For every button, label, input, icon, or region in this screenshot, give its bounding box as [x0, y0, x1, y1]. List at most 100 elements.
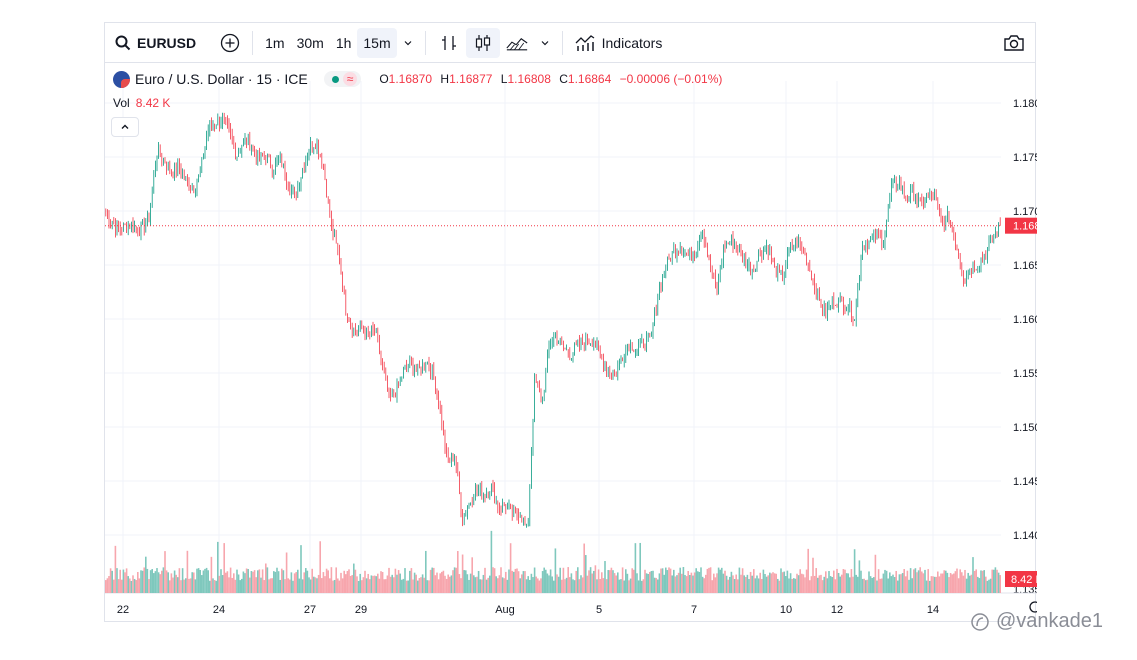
volume-bar: [137, 572, 139, 593]
volume-bar: [865, 580, 867, 593]
volume-bar: [183, 579, 185, 593]
volume-bar: [863, 578, 865, 593]
volume-bar: [965, 578, 968, 593]
collapse-legend-button[interactable]: [111, 117, 139, 137]
volume-bar: [385, 579, 387, 593]
volume-bar: [513, 571, 515, 593]
volume-bar: [577, 567, 579, 593]
volume-bar: [313, 576, 315, 593]
volume-bar: [205, 567, 208, 593]
volume-bar: [975, 569, 977, 593]
volume-bar: [394, 568, 397, 593]
divider: [561, 30, 563, 55]
volume-bar: [938, 576, 941, 593]
volume-bar: [511, 570, 513, 593]
volume-bar: [687, 571, 689, 593]
volume-bar: [644, 569, 646, 593]
volume-bar: [930, 576, 933, 593]
volume-bar: [469, 573, 472, 593]
volume-bar: [738, 567, 741, 593]
volume-bar: [548, 575, 550, 593]
interval-30m[interactable]: 30m: [296, 34, 324, 51]
compare-button[interactable]: [214, 28, 246, 58]
volume-bar: [164, 551, 166, 593]
volume-bar: [700, 567, 702, 593]
settings-icon[interactable]: [1029, 601, 1037, 613]
divider: [252, 30, 254, 55]
chevron-down-icon: [404, 40, 412, 45]
volume-bar: [261, 569, 264, 593]
indicators-button[interactable]: Indicators: [569, 28, 669, 58]
volume-bar: [591, 573, 593, 593]
volume-bar: [292, 580, 294, 593]
volume-bar: [442, 570, 445, 593]
volume-bar: [165, 570, 168, 593]
candles-button[interactable]: [465, 27, 500, 58]
interval-dropdown-button[interactable]: [397, 28, 419, 58]
volume-bar: [607, 570, 609, 593]
volume-bar: [497, 578, 499, 593]
market-status-pill[interactable]: ≈: [323, 71, 362, 87]
volume-bar: [540, 578, 542, 593]
volume-bar: [713, 573, 715, 593]
chart-style-dropdown-button[interactable]: [534, 28, 556, 58]
volume-bar: [756, 575, 758, 593]
volume-bar: [281, 568, 283, 593]
snapshot-button[interactable]: [997, 28, 1031, 58]
volume-bar: [917, 570, 920, 593]
volume-bar: [437, 579, 440, 593]
volume-bar: [253, 570, 256, 593]
volume-bar: [266, 567, 269, 593]
volume-bar: [429, 569, 432, 593]
volume-bar: [354, 569, 357, 593]
x-tick-label: 14: [927, 604, 939, 616]
symbol-search-button[interactable]: EURUSD: [105, 28, 202, 58]
volume-bar: [986, 580, 989, 593]
volume-bar: [301, 579, 304, 593]
volume-bar: [170, 573, 173, 593]
volume-bar: [949, 572, 952, 593]
volume-bar: [263, 580, 265, 593]
volume-bar: [757, 578, 760, 593]
volume-bar: [661, 568, 664, 593]
volume-value: 8.42 K: [135, 96, 171, 110]
volume-bar: [484, 567, 486, 593]
volume-bar: [909, 568, 912, 593]
volume-bar: [314, 577, 317, 593]
volume-bar: [317, 574, 320, 593]
volume-bar: [279, 579, 281, 593]
volume-bar: [597, 569, 600, 593]
volume-bar: [204, 568, 206, 593]
volume-bar: [250, 571, 253, 593]
interval-1h[interactable]: 1h: [335, 34, 352, 51]
volume-bar: [554, 548, 557, 593]
volume-bar: [929, 580, 931, 593]
price-chart[interactable]: 1.18000 1.17500 1.17000 1.16500 1.16000 1.155…: [105, 23, 1037, 623]
volume-bar: [925, 580, 928, 593]
volume-bar: [922, 573, 925, 593]
volume-bar: [173, 570, 176, 593]
interval-15m[interactable]: 15m: [357, 27, 397, 58]
volume-bar: [666, 570, 669, 593]
volume-bar: [621, 567, 624, 593]
volume-bar: [473, 575, 475, 593]
volume-bar: [300, 545, 302, 593]
volume-bar: [615, 575, 617, 593]
volume-bar: [749, 571, 752, 593]
volume-bar: [516, 568, 518, 593]
volume-bar: [893, 577, 896, 593]
volume-bar: [509, 543, 512, 593]
volume-bar: [146, 568, 149, 593]
volume-bar: [869, 576, 872, 593]
y-tick-label: 1.18000: [1013, 98, 1037, 110]
volume-bar: [460, 578, 462, 593]
volume-bar: [127, 576, 129, 593]
bar-style-button[interactable]: [432, 28, 466, 58]
y-tick-label: 1.15000: [1013, 422, 1037, 434]
area-style-button[interactable]: [500, 28, 534, 58]
volume-bar: [220, 569, 222, 593]
volume-bar: [594, 565, 597, 593]
volume-bar: [788, 578, 790, 593]
volume-bar: [732, 575, 734, 593]
interval-1m[interactable]: 1m: [265, 34, 285, 51]
